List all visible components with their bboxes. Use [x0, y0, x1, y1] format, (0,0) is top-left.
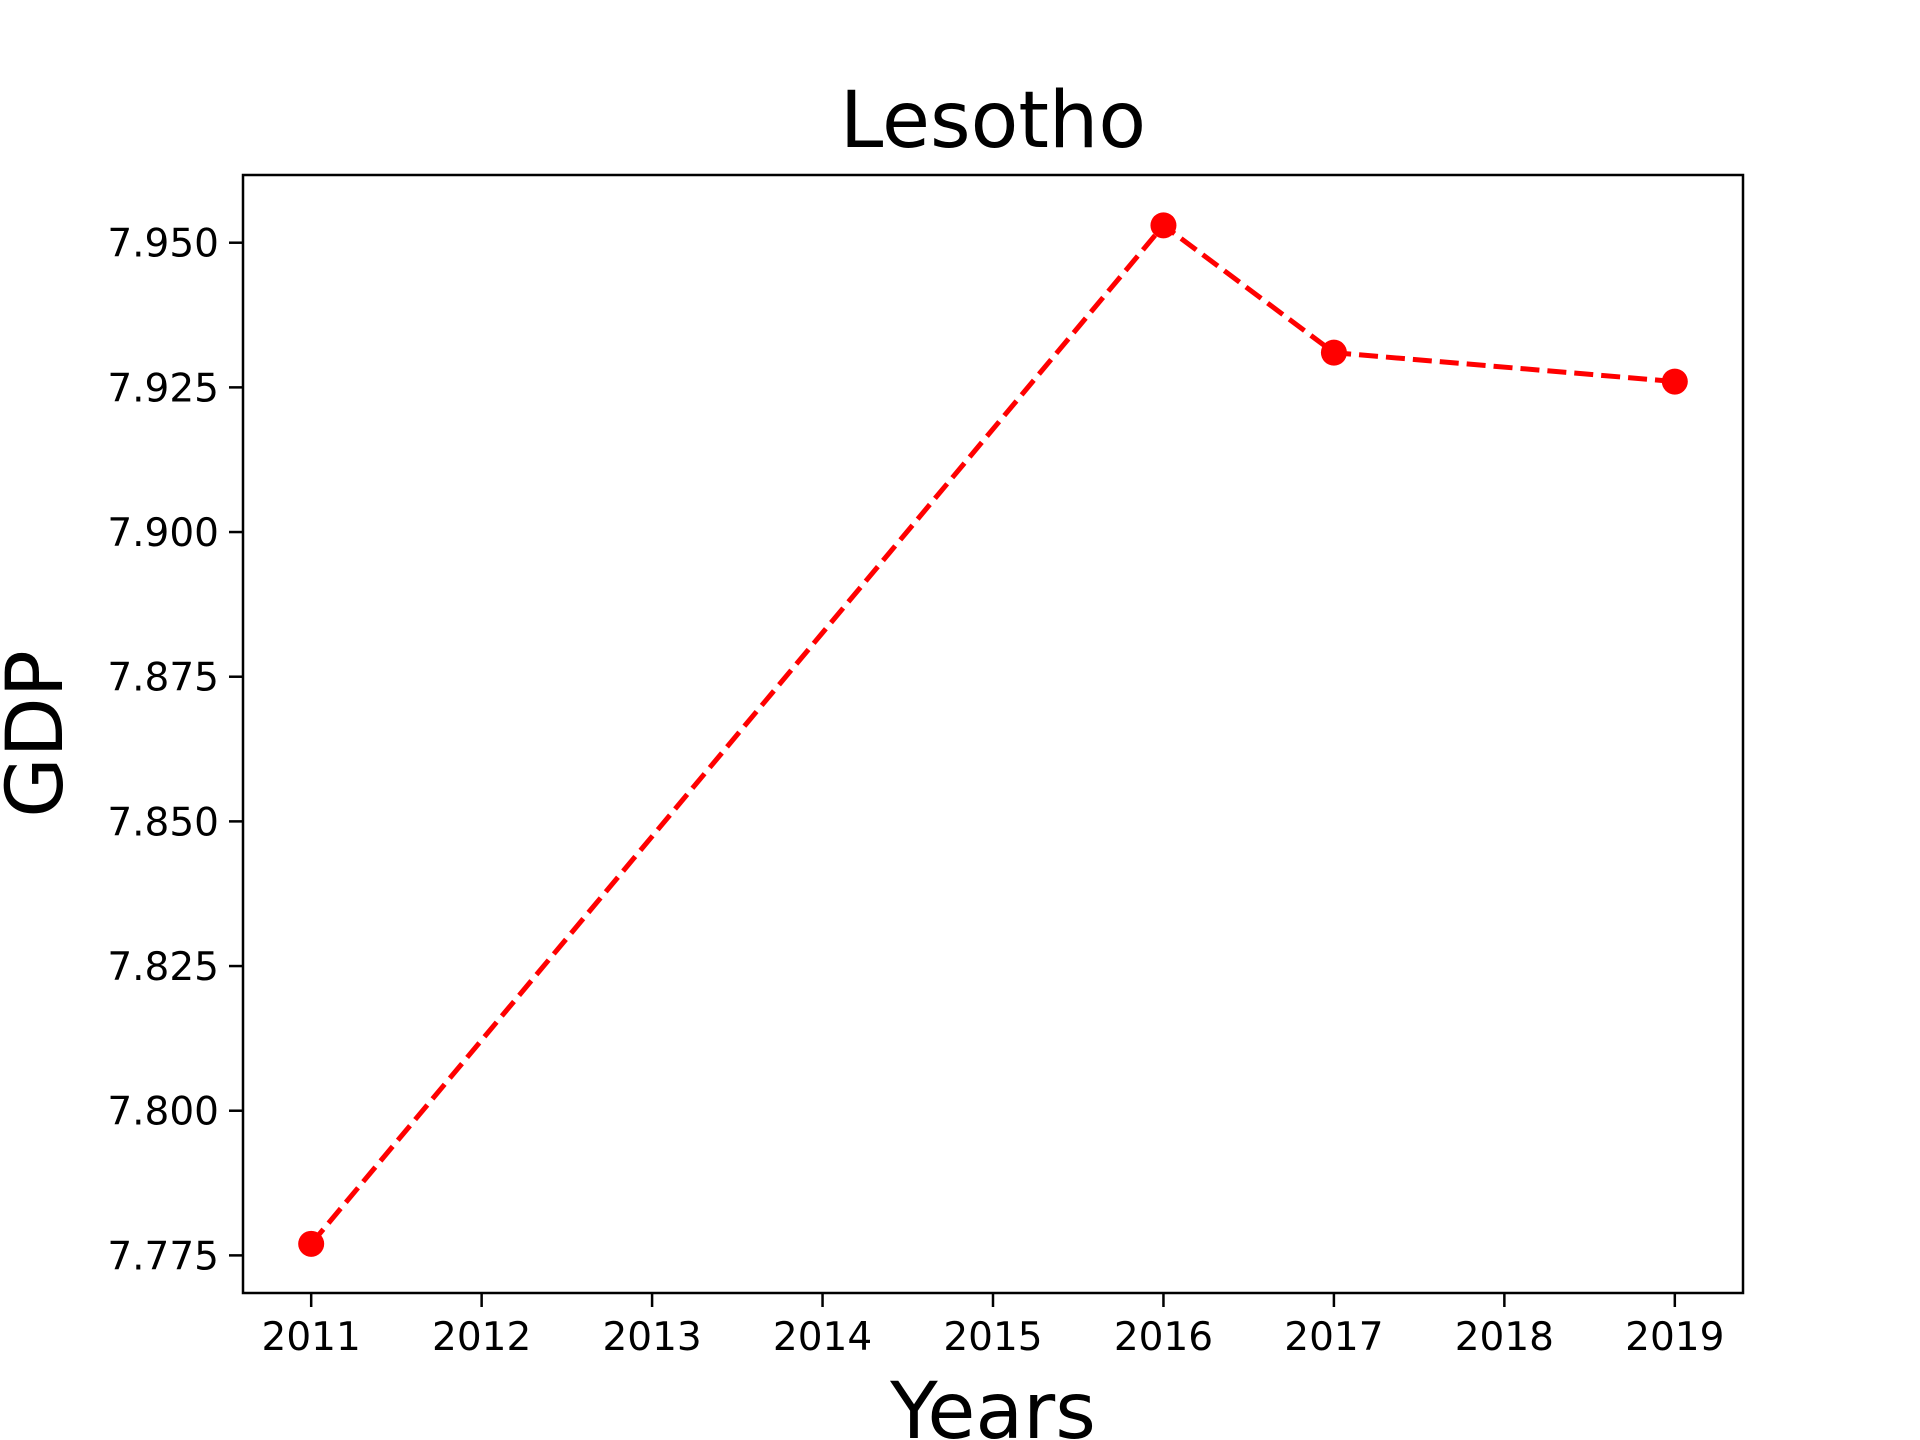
plot-frame [241, 173, 1745, 1295]
y-tick-label-7.850: 7.850 [107, 800, 219, 845]
x-tick-label-2015: 2015 [943, 1315, 1042, 1360]
y-axis-label: GDP [0, 650, 81, 818]
x-tick-label-2011: 2011 [262, 1315, 361, 1360]
x-tick-label-2019: 2019 [1625, 1315, 1724, 1360]
data-point-2016 [1150, 212, 1177, 239]
series-line [309, 221, 1676, 1246]
x-tick-label-2017: 2017 [1284, 1315, 1383, 1360]
series-group [298, 212, 1688, 1257]
x-axis: 2011 2012 2013 2014 2015 2016 2017 2018 2019 [262, 1293, 1724, 1360]
y-tick-label-7.825: 7.825 [107, 945, 219, 990]
plot-area: 2011 2012 2013 2014 2015 2016 2017 2018 2019 7.7… [107, 173, 1745, 1360]
data-point-2019 [1661, 368, 1688, 395]
x-tick-label-2012: 2012 [432, 1315, 531, 1360]
x-tick-label-2018: 2018 [1455, 1315, 1554, 1360]
x-tick-label-2013: 2013 [602, 1315, 701, 1360]
x-tick-label-2014: 2014 [773, 1315, 872, 1360]
y-axis: 7.775 7.800 7.825 7.850 7.875 7.900 7.925 7.950 [107, 222, 243, 1279]
y-tick-label-7.875: 7.875 [107, 656, 219, 701]
x-axis-label: Years [889, 1367, 1096, 1440]
y-tick-label-7.925: 7.925 [107, 366, 219, 411]
data-point-2011 [298, 1230, 325, 1257]
y-tick-label-7.900: 7.900 [107, 511, 219, 556]
y-tick-label-7.800: 7.800 [107, 1090, 219, 1135]
chart-title: Lesotho [840, 76, 1146, 166]
x-tick-label-2016: 2016 [1114, 1315, 1213, 1360]
y-tick-label-7.775: 7.775 [107, 1234, 219, 1279]
y-tick-label-7.950: 7.950 [107, 222, 219, 267]
data-point-2017 [1320, 339, 1347, 366]
